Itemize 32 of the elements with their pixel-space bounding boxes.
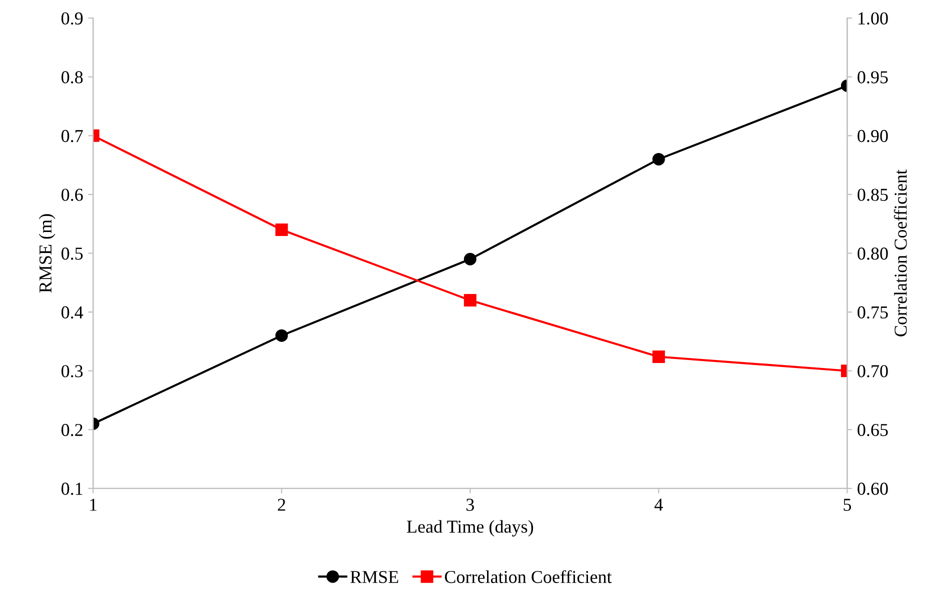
legend-label: Correlation Coefficient (444, 570, 612, 584)
y-axis-title: RMSE (m) (38, 214, 56, 293)
y-tick-label: 0.4 (61, 306, 84, 319)
y2-tick-label: 0.70 (858, 365, 888, 378)
y-tick-label: 0.7 (61, 130, 83, 142)
legend-label: RMSE (350, 570, 398, 584)
y2-tick-label: 0.65 (858, 424, 888, 436)
point (652, 350, 665, 363)
x-tick-label: 4 (654, 498, 663, 511)
y2-tick-label: 0.75 (858, 306, 888, 319)
point (464, 294, 476, 307)
y2-tick-label: 0.60 (858, 482, 888, 495)
y-tick-label: 0.2 (61, 424, 82, 436)
y-tick-label: 0.3 (61, 365, 83, 378)
y2-tick-label: 0.85 (858, 188, 888, 201)
x-tick-label: 5 (844, 498, 852, 511)
x-tick-label: 2 (278, 498, 286, 511)
y2-tick-label: 0.90 (858, 130, 888, 142)
y-tick-label: 0.6 (61, 188, 83, 201)
y-tick-label: 0.5 (61, 248, 83, 260)
y-tick-label: 0.1 (61, 482, 82, 495)
y2-tick-label: 0.80 (858, 248, 888, 260)
x-tick-label: 1 (90, 498, 97, 511)
y-tick-label: 0.9 (61, 12, 83, 25)
x-tick-label: 3 (466, 498, 474, 511)
y-tick-label: 0.8 (61, 71, 83, 84)
y2-axis-title: Correlation Coefficient (894, 170, 907, 336)
y2-tick-label: 1.00 (858, 12, 888, 25)
point (464, 252, 476, 266)
x-axis-title: Lead Time (days) (406, 520, 534, 537)
y2-tick-label: 0.95 (858, 71, 888, 84)
point (652, 152, 665, 166)
